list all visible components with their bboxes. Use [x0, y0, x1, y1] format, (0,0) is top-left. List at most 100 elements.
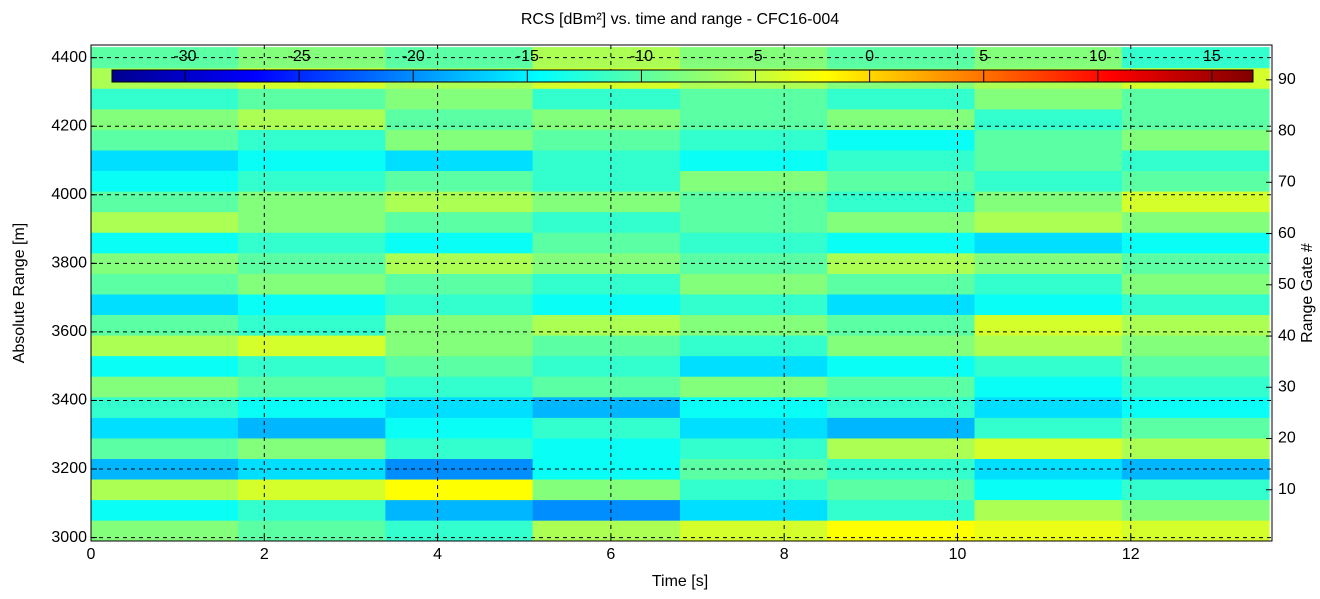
heatmap-cell — [238, 211, 386, 233]
y2-tick-label: 60 — [1278, 225, 1296, 242]
plot-frame — [90, 44, 1273, 542]
overlay: 0 2 4 6 8 10 12 3000 3200 3400 3600 3800 4000 4200 440… — [51, 44, 1296, 563]
colorbar-tick-label: -5 — [748, 48, 762, 65]
heatmap-cell — [532, 355, 681, 377]
y-tick-label: 3600 — [51, 323, 87, 340]
heatmap-cell — [532, 273, 681, 295]
heatmap-cell — [385, 437, 534, 459]
heatmap-cell — [532, 376, 681, 398]
x-tick-label: 12 — [1122, 546, 1140, 563]
heatmap-cell — [827, 335, 976, 357]
heatmap-cell — [679, 273, 828, 295]
colorbar-tick-label: 10 — [1089, 48, 1107, 65]
y-tick-label: 4200 — [51, 117, 87, 134]
heatmap-cell — [90, 293, 239, 316]
colorbar-tick-label: -20 — [402, 48, 425, 65]
heatmap-cell — [238, 149, 386, 172]
heatmap-cell — [679, 149, 828, 172]
heatmap-cell — [827, 129, 976, 151]
heatmap-cell — [90, 88, 239, 110]
heatmap-cell — [1121, 355, 1270, 377]
heatmap-cell — [679, 376, 828, 398]
heatmap-cell — [827, 355, 976, 377]
heatmap-cell — [974, 437, 1123, 459]
heatmap-cell — [827, 211, 976, 233]
heatmap-cell — [532, 129, 681, 151]
heatmap-cell — [679, 335, 828, 357]
heatmap-cell — [532, 479, 681, 501]
x-tick-label: 6 — [606, 546, 615, 563]
heatmap-cell — [974, 479, 1123, 501]
heatmap-cell — [1121, 437, 1270, 459]
heatmap-cell — [679, 355, 828, 377]
y2-axis-label: Range Gate # — [1299, 243, 1316, 343]
heatmap-cell — [827, 417, 976, 439]
heatmap-cell — [385, 211, 534, 233]
heatmap-cell — [238, 499, 386, 521]
heatmap-cell — [90, 376, 239, 398]
heatmap-cell — [1121, 417, 1270, 439]
heatmap-cell — [238, 129, 386, 151]
heatmap-cell — [532, 417, 681, 439]
heatmap-cell — [532, 88, 681, 110]
heatmap-cell — [90, 479, 239, 501]
heatmap-cell — [1121, 479, 1270, 501]
y2-tick-label: 30 — [1278, 378, 1296, 395]
heatmap-cell — [90, 129, 239, 151]
heatmap-cell — [679, 417, 828, 439]
heatmap-cell — [90, 211, 239, 233]
heatmap-cell — [827, 293, 976, 316]
heatmap-cell — [827, 232, 976, 254]
colorbar-tick-label: -15 — [516, 48, 539, 65]
heatmap-cell — [679, 479, 828, 501]
heatmap-cell — [679, 293, 828, 316]
heatmap-cell — [827, 170, 976, 192]
heatmap-cell — [90, 149, 239, 172]
heatmap-cell — [238, 479, 386, 501]
heatmap-cell — [974, 88, 1123, 110]
heatmap-cell — [385, 335, 534, 357]
heatmap-cell — [1121, 129, 1270, 151]
x-tick-label: 8 — [780, 546, 789, 563]
heatmap-cell — [679, 499, 828, 521]
heatmap-cell — [974, 376, 1123, 398]
chart-title: RCS [dBm²] vs. time and range - CFC16-00… — [521, 11, 839, 28]
x-tick-label: 2 — [260, 546, 269, 563]
heatmap-cell — [385, 376, 534, 398]
heatmap-cell — [238, 437, 386, 459]
x-tick-label: 0 — [87, 546, 96, 563]
heatmap-cell — [679, 211, 828, 233]
heatmap-cell — [679, 170, 828, 192]
heatmap-cell — [90, 232, 239, 254]
y-tick-label: 3800 — [51, 255, 87, 272]
heatmap-cell — [827, 88, 976, 110]
heatmap-cell — [679, 232, 828, 254]
heatmap-cell — [827, 499, 976, 521]
heatmap-cell — [679, 437, 828, 459]
heatmap-cell — [238, 335, 386, 357]
heatmap-cell — [532, 335, 681, 357]
heatmap-cell — [90, 170, 239, 192]
heatmap-cell — [1121, 211, 1270, 233]
heatmap-cell — [974, 355, 1123, 377]
heatmap-cell — [1121, 88, 1270, 110]
heatmap-cell — [238, 232, 386, 254]
y-tick-label: 3400 — [51, 392, 87, 409]
y-tick-label: 4000 — [51, 186, 87, 203]
heatmap-cell — [974, 293, 1123, 316]
heatmap-cell — [974, 499, 1123, 521]
heatmap-cell — [532, 293, 681, 316]
heatmap-cell — [1121, 273, 1270, 295]
heatmap-cell — [385, 88, 534, 110]
heatmap-cell — [90, 499, 239, 521]
y-tick-label: 3200 — [51, 460, 87, 477]
heatmap-cell — [90, 335, 239, 357]
heatmap-cell — [1121, 335, 1270, 357]
heatmap-cell — [90, 417, 239, 439]
heatmap-cell — [827, 479, 976, 501]
x-axis-label: Time [s] — [652, 573, 708, 590]
heatmap-cell — [90, 273, 239, 295]
heatmap-cell — [974, 232, 1123, 254]
heatmap-cell — [238, 293, 386, 316]
colorbar-tick-label: -25 — [288, 48, 311, 65]
